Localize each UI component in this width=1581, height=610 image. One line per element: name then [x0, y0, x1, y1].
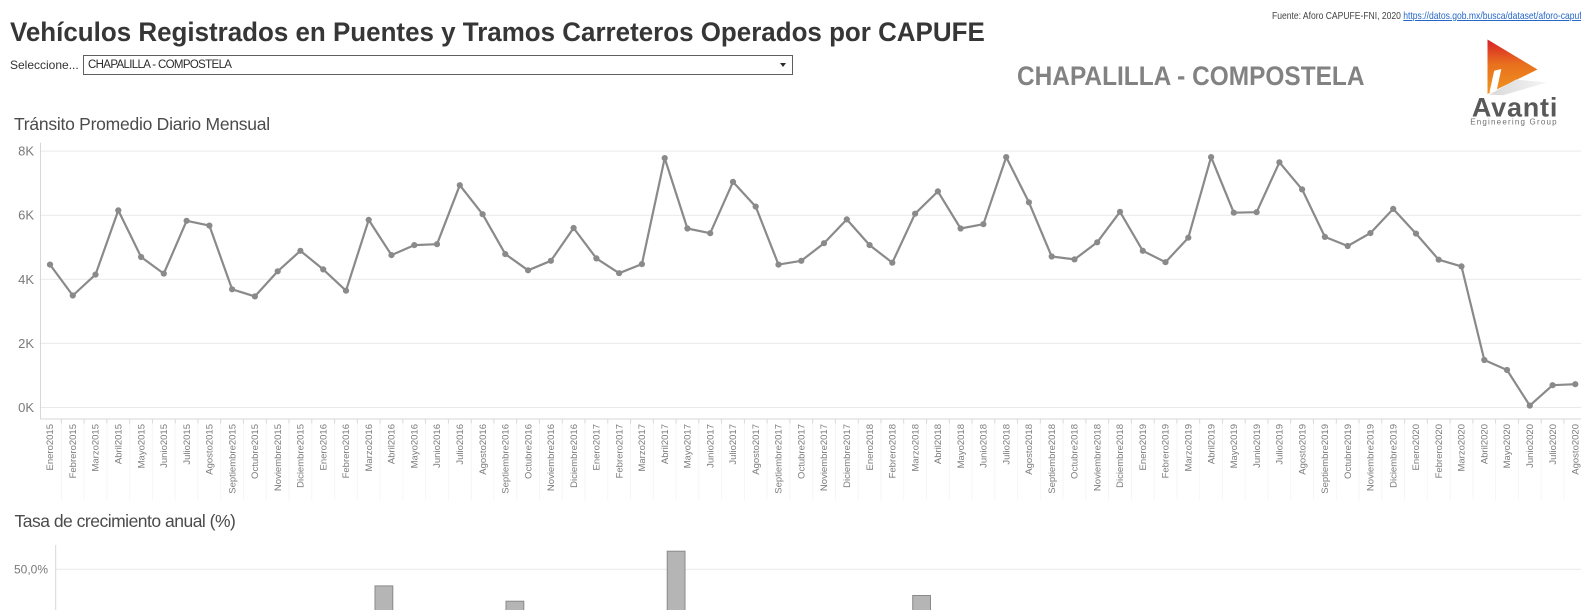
svg-text:Agosto2018: Agosto2018 [1024, 424, 1035, 475]
svg-text:Mayo2016: Mayo2016 [410, 424, 421, 468]
svg-text:Mayo2018: Mayo2018 [956, 424, 967, 468]
svg-text:Octubre2019: Octubre2019 [1343, 424, 1354, 479]
svg-text:Diciembre2016: Diciembre2016 [569, 424, 580, 488]
svg-text:Junio2015: Junio2015 [159, 424, 170, 468]
svg-text:Marzo2018: Marzo2018 [910, 424, 921, 472]
svg-text:0K: 0K [18, 400, 34, 415]
svg-text:Septiembre2018: Septiembre2018 [1047, 424, 1058, 494]
svg-text:Octubre2015: Octubre2015 [250, 424, 261, 479]
svg-text:Octubre2017: Octubre2017 [797, 424, 808, 479]
svg-text:Julio2019: Julio2019 [1275, 424, 1286, 465]
svg-text:Diciembre2019: Diciembre2019 [1388, 424, 1399, 488]
svg-text:6K: 6K [18, 208, 34, 223]
svg-text:Junio2017: Junio2017 [705, 424, 716, 468]
svg-text:Marzo2016: Marzo2016 [364, 424, 375, 472]
svg-text:Julio2015: Julio2015 [182, 424, 193, 465]
svg-text:2K: 2K [18, 336, 34, 351]
svg-text:Enero2015: Enero2015 [45, 424, 56, 470]
svg-text:Julio2020: Julio2020 [1548, 424, 1559, 465]
svg-text:Abril2018: Abril2018 [933, 424, 944, 464]
svg-text:Diciembre2015: Diciembre2015 [296, 424, 307, 488]
svg-text:Agosto2017: Agosto2017 [751, 424, 762, 475]
svg-text:Noviembre2017: Noviembre2017 [819, 424, 830, 491]
svg-text:Mayo2020: Mayo2020 [1502, 424, 1513, 468]
svg-text:Abril2017: Abril2017 [660, 424, 671, 464]
svg-text:Julio2017: Julio2017 [728, 424, 739, 465]
svg-text:Noviembre2016: Noviembre2016 [546, 424, 557, 491]
svg-text:Julio2018: Julio2018 [1001, 424, 1012, 465]
svg-text:50,0%: 50,0% [14, 563, 48, 577]
svg-text:Septiembre2017: Septiembre2017 [774, 424, 785, 494]
svg-text:Septiembre2015: Septiembre2015 [227, 424, 238, 494]
svg-text:Marzo2017: Marzo2017 [637, 424, 648, 472]
svg-text:Junio2020: Junio2020 [1525, 424, 1536, 468]
svg-text:Abril2019: Abril2019 [1206, 424, 1217, 464]
svg-text:Agosto2019: Agosto2019 [1297, 424, 1308, 475]
svg-text:Junio2019: Junio2019 [1252, 424, 1263, 468]
svg-text:Noviembre2015: Noviembre2015 [273, 424, 284, 491]
svg-text:Agosto2015: Agosto2015 [205, 424, 216, 475]
svg-text:Febrero2017: Febrero2017 [614, 424, 625, 478]
svg-text:Febrero2019: Febrero2019 [1161, 424, 1172, 478]
svg-text:Abril2020: Abril2020 [1480, 424, 1491, 464]
svg-text:Julio2016: Julio2016 [455, 424, 466, 465]
svg-text:Octubre2018: Octubre2018 [1070, 424, 1081, 479]
svg-text:Febrero2016: Febrero2016 [341, 424, 352, 478]
svg-text:Enero2017: Enero2017 [592, 424, 603, 470]
svg-text:Septiembre2019: Septiembre2019 [1320, 424, 1331, 494]
svg-text:Agosto2020: Agosto2020 [1571, 424, 1581, 475]
svg-text:Enero2020: Enero2020 [1411, 424, 1422, 470]
svg-text:Marzo2020: Marzo2020 [1457, 424, 1468, 472]
svg-text:8K: 8K [18, 144, 34, 159]
svg-text:Mayo2015: Mayo2015 [136, 424, 147, 468]
svg-text:Abril2016: Abril2016 [387, 424, 398, 464]
svg-text:Abril2015: Abril2015 [114, 424, 125, 464]
svg-text:Junio2018: Junio2018 [979, 424, 990, 468]
svg-text:Mayo2019: Mayo2019 [1229, 424, 1240, 468]
svg-text:Enero2019: Enero2019 [1138, 424, 1149, 470]
svg-text:Diciembre2018: Diciembre2018 [1115, 424, 1126, 488]
svg-text:Agosto2016: Agosto2016 [478, 424, 489, 475]
svg-text:Marzo2019: Marzo2019 [1184, 424, 1195, 472]
svg-text:Febrero2015: Febrero2015 [68, 424, 79, 478]
svg-text:Engineering Group: Engineering Group [1470, 117, 1558, 126]
svg-text:Noviembre2019: Noviembre2019 [1366, 424, 1377, 491]
svg-text:Febrero2018: Febrero2018 [888, 424, 899, 478]
svg-text:4K: 4K [18, 272, 34, 287]
svg-text:Enero2016: Enero2016 [318, 424, 329, 470]
svg-text:Mayo2017: Mayo2017 [683, 424, 694, 468]
svg-text:Octubre2016: Octubre2016 [523, 424, 534, 479]
svg-text:Avanti: Avanti [1472, 93, 1558, 123]
svg-text:Diciembre2017: Diciembre2017 [842, 424, 853, 488]
svg-text:Noviembre2018: Noviembre2018 [1092, 424, 1103, 491]
svg-text:Marzo2015: Marzo2015 [91, 424, 102, 472]
svg-text:Febrero2020: Febrero2020 [1434, 424, 1445, 478]
svg-text:Enero2018: Enero2018 [865, 424, 876, 470]
svg-text:Septiembre2016: Septiembre2016 [501, 424, 512, 494]
svg-text:Junio2016: Junio2016 [432, 424, 443, 468]
